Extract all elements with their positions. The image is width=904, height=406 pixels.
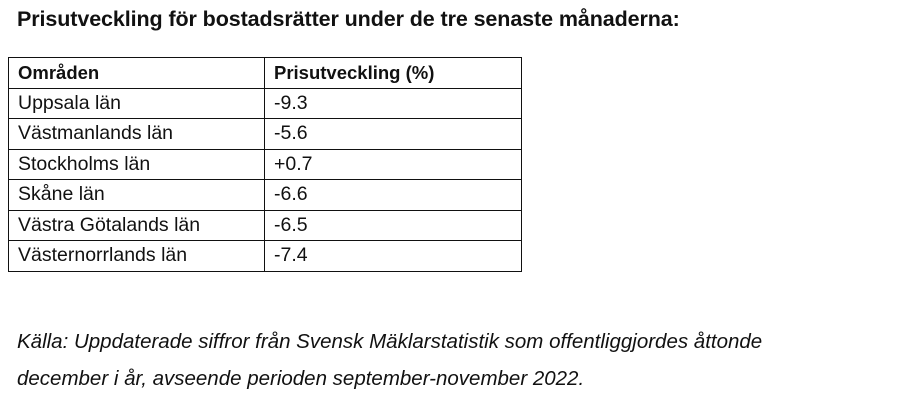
source-line: Källa: Uppdaterade siffror från Svensk M… — [17, 330, 763, 353]
price-change-cell: -9.3 — [264, 87, 522, 119]
price-change-cell: -6.5 — [264, 209, 522, 241]
area-cell: Västmanlands län — [8, 118, 265, 150]
table-row: Skåne län -6.6 — [8, 179, 522, 211]
table-row: Uppsala län -9.3 — [8, 87, 522, 119]
source-line: december i år, avseende perioden septemb… — [17, 367, 585, 390]
table-row: Västernorrlands län -7.4 — [8, 240, 522, 272]
price-change-cell: -6.6 — [264, 179, 522, 211]
price-change-cell: +0.7 — [264, 148, 522, 180]
price-change-cell: -7.4 — [264, 240, 522, 272]
column-header-areas: Områden — [8, 57, 265, 89]
column-header-price-development: Prisutveckling (%) — [264, 57, 522, 89]
page-title: Prisutveckling för bostadsrätter under d… — [17, 7, 680, 31]
table-header-row: Områden Prisutveckling (%) — [8, 57, 522, 89]
price-change-cell: -5.6 — [264, 118, 522, 150]
area-cell: Uppsala län — [8, 87, 265, 119]
table-row: Västmanlands län -5.6 — [8, 118, 522, 150]
source-note: Källa: Uppdaterade siffror från Svensk M… — [17, 323, 901, 397]
table-row: Västra Götalands län -6.5 — [8, 209, 522, 241]
price-development-table: Områden Prisutveckling (%) Uppsala län -… — [8, 57, 522, 272]
table-row: Stockholms län +0.7 — [8, 148, 522, 180]
area-cell: Stockholms län — [8, 148, 265, 180]
area-cell: Västernorrlands län — [8, 240, 265, 272]
area-cell: Västra Götalands län — [8, 209, 265, 241]
area-cell: Skåne län — [8, 179, 265, 211]
